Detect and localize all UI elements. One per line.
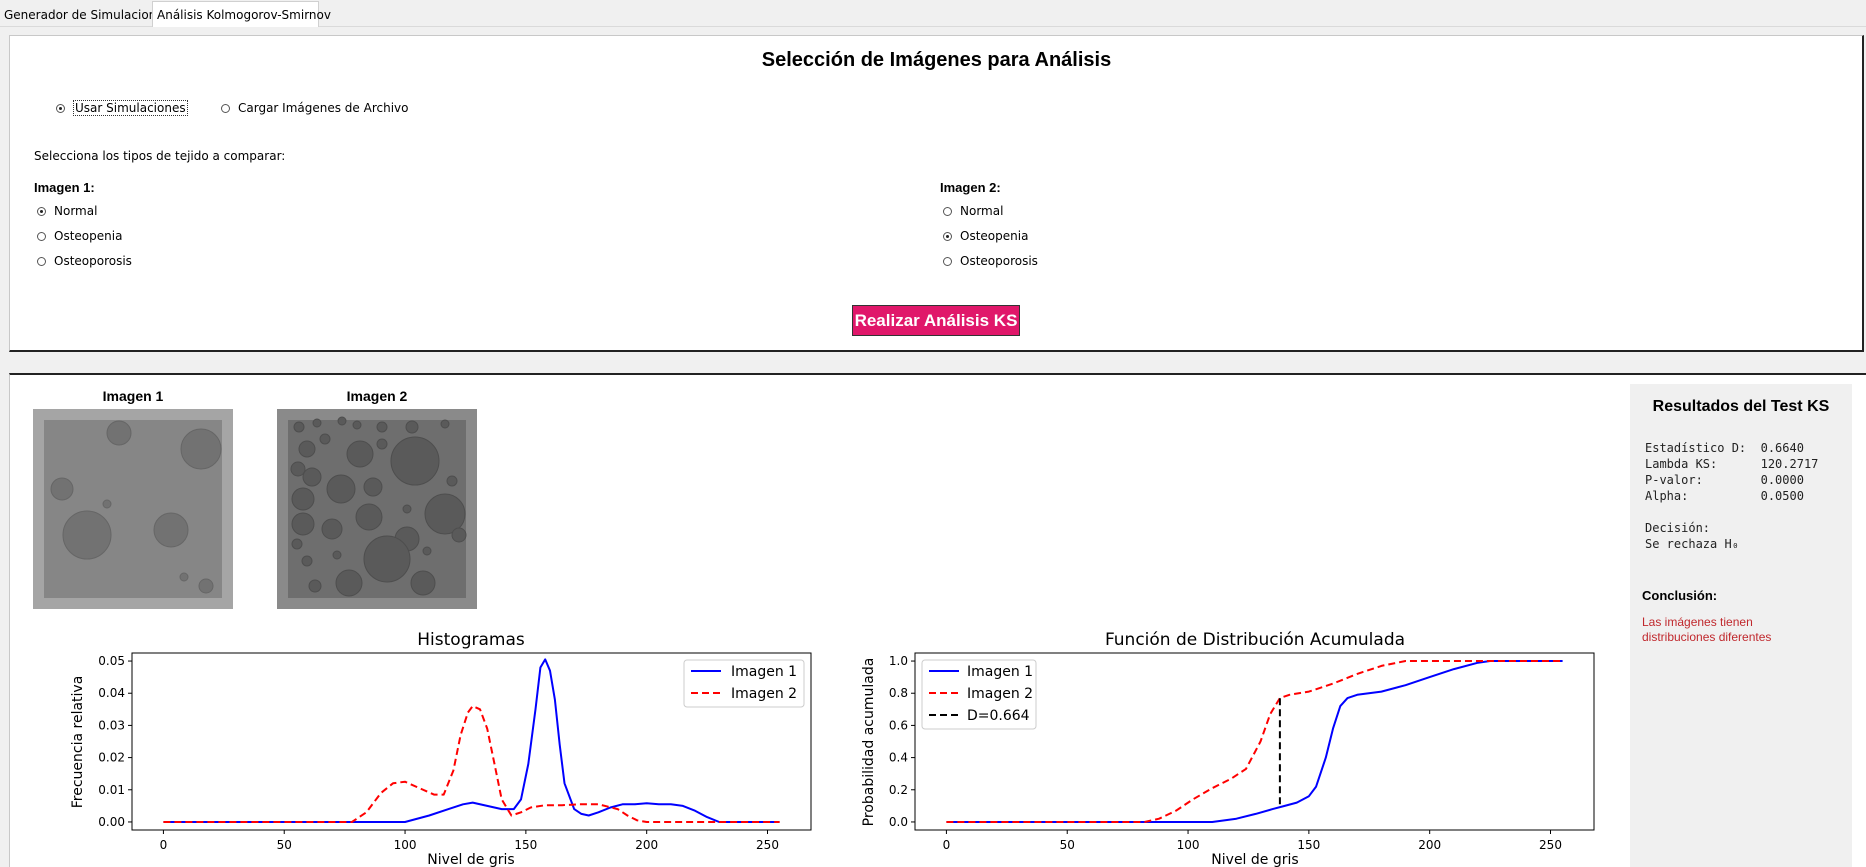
imagen1-group-label: Imagen 1:	[34, 180, 95, 195]
histogram-xtick-label: 250	[756, 838, 779, 852]
histogram-ytick-label: 0.04	[98, 686, 125, 700]
radio-label: Osteoporosis	[54, 254, 132, 268]
image1-title: Imagen 1	[102, 388, 164, 404]
ks-stat-line: P-valor: 0.0000	[1645, 473, 1804, 487]
histogram-ylabel: Frecuencia relativa	[70, 676, 86, 809]
selection-title: Selección de Imágenes para Análisis	[761, 49, 1112, 71]
selection-panel	[9, 35, 1864, 352]
legend-label-imagen1: Imagen 1	[731, 664, 797, 680]
cdf-xtick-label: 50	[1060, 838, 1075, 852]
imagen2-group-label: Imagen 2:	[940, 180, 1001, 195]
legend-label-imagen2: Imagen 2	[967, 686, 1033, 702]
legend-label-d: D=0.664	[967, 708, 1030, 724]
radio-dot-icon[interactable]	[943, 256, 952, 266]
cdf-xtick-label: 0	[943, 838, 951, 852]
imagen2-radio-osteopenia[interactable]: Osteopenia	[943, 229, 1028, 243]
histogram-ytick-label: 0.05	[98, 654, 125, 668]
histogram-xtick-label: 0	[160, 838, 168, 852]
cdf-series-2	[946, 660, 1563, 823]
imagen1-radio-osteopenia[interactable]: Osteopenia	[37, 229, 122, 243]
radio-cargar-imagenes[interactable]: Cargar Imágenes de Archivo	[221, 101, 408, 115]
radio-label: Usar Simulaciones	[73, 100, 188, 116]
image1-preview	[33, 409, 233, 609]
cdf-xtick-label: 150	[1297, 838, 1320, 852]
histogram-xtick-label: 100	[394, 838, 417, 852]
image2-title: Imagen 2	[346, 388, 408, 404]
histogram-legend: Imagen 1 Imagen 2	[683, 659, 805, 708]
ks-results-panel: Resultados del Test KS Estadístico D: 0.…	[1630, 384, 1852, 867]
imagen1-radio-osteoporosis[interactable]: Osteoporosis	[37, 254, 132, 268]
radio-label: Osteoporosis	[960, 254, 1038, 268]
conclusion-label: Conclusión:	[1642, 588, 1718, 603]
tissue-prompt: Selecciona los tipos de tejido a compara…	[34, 149, 286, 163]
legend-label-imagen1: Imagen 1	[967, 664, 1033, 680]
cdf-ytick-label: 0.2	[889, 783, 908, 797]
radio-dot-icon[interactable]	[221, 103, 230, 113]
cdf-ytick-label: 0.0	[889, 815, 908, 829]
histogram-ytick-label: 0.02	[98, 751, 125, 765]
ks-results-title: Resultados del Test KS	[1652, 398, 1830, 415]
realizar-analisis-button[interactable]: Realizar Análisis KS	[852, 305, 1020, 336]
radio-dot-icon[interactable]	[943, 206, 952, 216]
cdf-ylabel: Probabilidad acumulada	[861, 658, 877, 827]
histogram-chart: Histogramas 0 50 100 150 200 250 0.00 0.01 0.02 0…	[70, 630, 812, 867]
radio-dot-icon[interactable]	[37, 231, 46, 241]
histogram-title: Histogramas	[417, 630, 525, 650]
cdf-xtick-label: 200	[1418, 838, 1441, 852]
cdf-ytick-label: 0.8	[889, 686, 908, 700]
histogram-xlabel: Nivel de gris	[427, 852, 514, 867]
tab-generador[interactable]: Generador de Simulaciones	[4, 8, 170, 22]
ks-stat-line: Estadístico D: 0.6640	[1645, 441, 1804, 455]
imagen2-radio-osteoporosis[interactable]: Osteoporosis	[943, 254, 1038, 268]
histogram-xtick-label: 200	[635, 838, 658, 852]
tab-analisis-ks[interactable]: Análisis Kolmogorov-Smirnov	[152, 1, 331, 27]
histogram-series-2	[163, 705, 780, 823]
histogram-series-1	[163, 658, 780, 823]
image2-preview	[277, 409, 477, 609]
histogram-ytick-label: 0.03	[98, 718, 125, 732]
radio-label: Osteopenia	[54, 229, 123, 243]
radio-dot-icon[interactable]	[56, 103, 65, 113]
histogram-axes	[131, 652, 812, 831]
radio-dot-icon[interactable]	[37, 256, 46, 266]
radio-label: Osteopenia	[960, 229, 1029, 243]
radio-dot-icon[interactable]	[37, 206, 46, 216]
ks-stat-line: Se rechaza H₀	[1645, 537, 1739, 551]
cdf-series-1	[946, 660, 1563, 823]
cdf-axes	[914, 652, 1595, 831]
radio-label: Cargar Imágenes de Archivo	[238, 101, 409, 115]
cdf-legend: Imagen 1 Imagen 2 D=0.664	[921, 659, 1037, 730]
cdf-xtick-label: 100	[1177, 838, 1200, 852]
histogram-xtick-label: 150	[514, 838, 537, 852]
cdf-ytick-label: 0.4	[889, 751, 908, 765]
radio-label: Normal	[54, 204, 98, 218]
imagen1-radio-normal[interactable]: Normal	[37, 204, 97, 218]
histogram-ytick-label: 0.00	[98, 815, 125, 829]
ks-stat-line: Lambda KS: 120.2717	[1645, 457, 1819, 471]
cdf-chart: Función de Distribución Acumulada 0 50 100…	[861, 630, 1595, 867]
radio-usar-simulaciones[interactable]: Usar Simulaciones	[56, 100, 188, 116]
cdf-xlabel: Nivel de gris	[1211, 852, 1298, 867]
histogram-ytick-label: 0.01	[98, 783, 125, 797]
radio-label: Normal	[960, 204, 1004, 218]
cdf-ytick-label: 1.0	[889, 654, 908, 668]
histogram-xtick-label: 50	[277, 838, 292, 852]
cdf-title: Función de Distribución Acumulada	[1105, 630, 1405, 650]
cdf-ytick-label: 0.6	[889, 718, 908, 732]
ks-stat-line: Decisión:	[1645, 521, 1711, 535]
legend-label-imagen2: Imagen 2	[731, 686, 797, 702]
cdf-xtick-label: 250	[1539, 838, 1562, 852]
ks-stat-line: Alpha: 0.0500	[1645, 489, 1804, 503]
ks-stat-line	[1645, 504, 1852, 520]
conclusion-text: Las imágenes tienen distribuciones difer…	[1642, 615, 1772, 644]
ks-stats-block: Estadístico D: 0.6640 Lambda KS: 120.2717…	[1645, 440, 1852, 552]
radio-dot-icon[interactable]	[943, 231, 952, 241]
imagen2-radio-normal[interactable]: Normal	[943, 204, 1003, 218]
